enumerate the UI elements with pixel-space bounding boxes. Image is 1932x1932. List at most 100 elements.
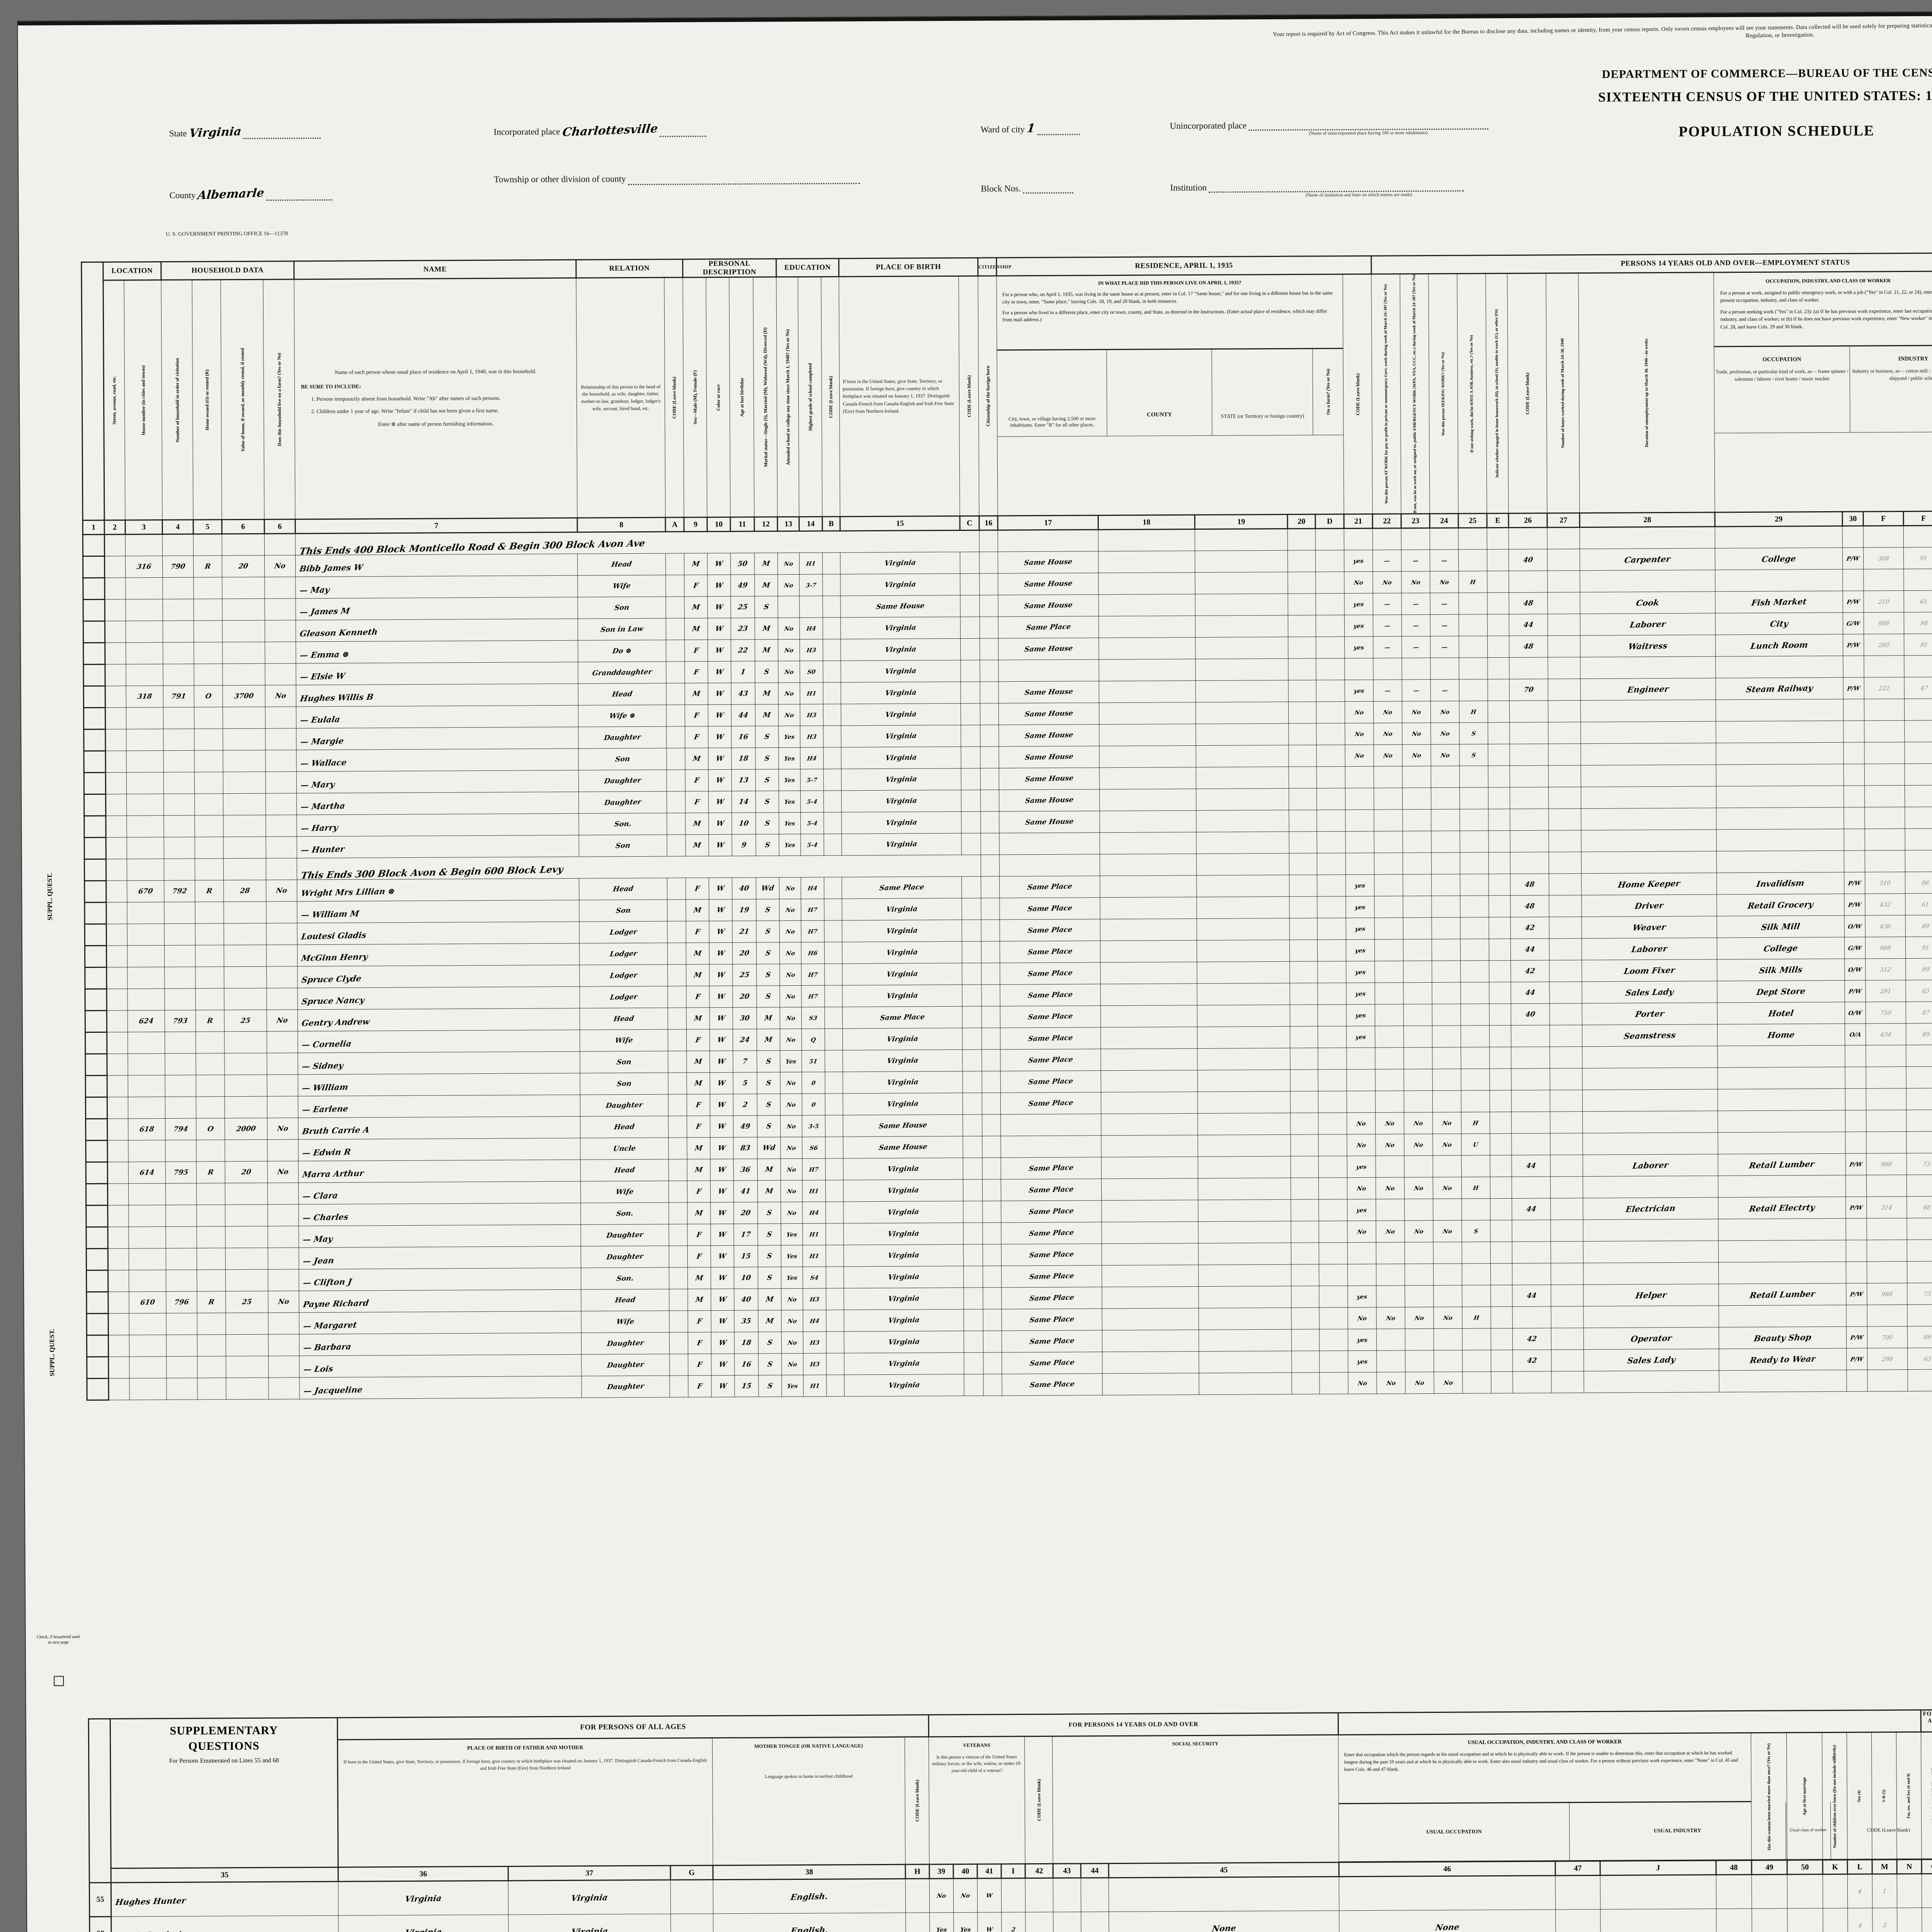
hdr-name-block: Name of each person whose usual place of… <box>294 278 578 519</box>
ward-field[interactable]: Ward of city 1 <box>981 121 1080 136</box>
sheet-header: Your report is required by Act of Congre… <box>18 8 1932 261</box>
cell-age: 20 <box>739 949 750 958</box>
cell-place-of-birth: Virginia <box>886 1056 919 1065</box>
cell-own <box>194 545 222 546</box>
cell-place-of-birth: Virginia <box>884 710 917 719</box>
block-nos-field[interactable]: Block Nos. <box>981 184 1073 194</box>
cell-highest-grade: H4 <box>807 884 818 892</box>
cell-code-f1 <box>1867 1315 1907 1316</box>
cell-occupation: Weaver <box>1632 922 1667 933</box>
cell-seeking-work: No <box>1414 1379 1425 1387</box>
cell-res-city: Same Place <box>1028 1228 1075 1238</box>
group-residence-1935: RESIDENCE, APRIL 1, 1935 <box>996 256 1372 276</box>
cell-person-name: — May <box>302 1234 334 1245</box>
institution-field[interactable]: Institution (Name of institution and lin… <box>1170 181 1556 199</box>
cell-value-home <box>226 1345 268 1346</box>
cell-code-f2 <box>1905 839 1932 840</box>
cell-marital: M <box>762 560 771 568</box>
cell-occupation: Laborer <box>1629 619 1667 630</box>
cell-attended-school: Yes <box>784 776 796 784</box>
cell-marital: M <box>762 646 771 655</box>
cell-res-county <box>1102 1340 1199 1342</box>
cell-at-work: yes <box>1353 622 1365 629</box>
cell-code-f1 <box>1866 1077 1906 1078</box>
cell-code-a <box>670 1386 688 1387</box>
cell-person-name: — Margaret <box>302 1320 358 1331</box>
county-field[interactable]: County Albemarle <box>169 186 332 202</box>
supplementary-questions-table: SUPPLEMENTARY QUESTIONS For Persons Enum… <box>88 1705 1932 1932</box>
suppnum-G: G <box>670 1865 713 1880</box>
cell-occupation <box>1581 731 1716 734</box>
row-line-number-left: 57 <box>84 881 106 903</box>
unincorporated-place-field[interactable]: Unincorporated place (Name of unincorpor… <box>1170 119 1556 137</box>
cell-blank-8 <box>1403 863 1431 864</box>
cell-blank-13 <box>1548 538 1580 539</box>
hdr-occupation-examples: Trade, profession, or particular kind of… <box>1715 368 1849 382</box>
cell-hours-worked: 42 <box>1524 967 1536 976</box>
supp-cell-name: Hughes Hunter <box>115 1895 187 1907</box>
suppnum-48: 48 <box>1716 1860 1752 1875</box>
cell-code-f2: 73 <box>1923 1290 1932 1298</box>
cell-relation: Wife <box>615 1187 634 1196</box>
cell-res-county <box>1099 734 1196 736</box>
cell-code-f1: 434 <box>1880 1031 1892 1038</box>
cell-res-city <box>1001 1145 1101 1148</box>
cell-citizenship <box>982 1060 1000 1061</box>
cell-value-home <box>223 717 265 718</box>
cell-place-of-birth: Virginia <box>887 1272 920 1282</box>
cell-attended-school: No <box>787 1296 798 1303</box>
cell-farm <box>268 1215 298 1216</box>
incorporated-place-field[interactable]: Incorporated place Charlottesville <box>494 122 706 139</box>
cell-seeking-work: No <box>1413 1184 1424 1192</box>
cell-blank-17 <box>1864 536 1903 537</box>
cell-code-b <box>823 693 841 694</box>
cell-attended-school: No <box>784 625 794 632</box>
cell-street <box>105 545 125 546</box>
cell-age: 20 <box>739 992 750 1001</box>
cell-at-work: No <box>1356 1185 1367 1192</box>
cell-age: 15 <box>740 1252 752 1261</box>
cell-emergency-work: No <box>1382 578 1393 586</box>
cell-attended-school: No <box>787 1339 798 1346</box>
cell-relation: Daughter <box>606 1382 645 1391</box>
supp-quest-side-label-1: SUPPL. QUEST. <box>46 872 54 920</box>
cell-household-order: 790 <box>170 562 186 571</box>
cell-marital: S <box>765 971 771 979</box>
group-citizenship: CITIZENSHIP <box>978 257 1012 276</box>
cell-person-name: Gentry Andrew <box>301 1016 371 1028</box>
township-field[interactable]: Township or other division of county <box>494 171 965 186</box>
cell-age: 19 <box>738 906 750 915</box>
cell-res-farm <box>1290 907 1317 908</box>
supp-cell-usual-industry <box>1339 1891 1555 1896</box>
state-field[interactable]: State Virginia <box>169 125 321 140</box>
cell-at-work: yes <box>1354 925 1366 932</box>
cell-industry <box>1716 665 1843 668</box>
cell-duration-unemployment <box>1551 1338 1583 1339</box>
cell-citizenship <box>982 1125 1000 1126</box>
cell-house-number <box>127 848 164 849</box>
cell-duration-unemployment <box>1551 1144 1583 1145</box>
cell-marital: S <box>765 1057 772 1066</box>
row-line-number-left: 58 <box>84 902 107 924</box>
cell-res-state <box>1198 1209 1291 1212</box>
cell-relation: Lodger <box>609 949 638 959</box>
suppnum-40: 40 <box>953 1864 978 1879</box>
hdr-name-note1: 1. Persons temporarily absent from house… <box>311 395 501 403</box>
cell-emergency-work: No <box>1383 708 1393 716</box>
cell-code-a <box>670 1321 688 1322</box>
hdr-seeking-work: Was this person SEEKING WORK? (Yes or No… <box>1429 274 1459 514</box>
cell-occupation <box>1583 1229 1718 1232</box>
cell-code-f1: 432 <box>1879 901 1891 908</box>
cell-industry <box>1718 1077 1845 1080</box>
cell-relation: Head <box>613 1014 635 1023</box>
cell-duration-unemployment <box>1550 1122 1582 1123</box>
check-household-box[interactable] <box>54 1676 64 1686</box>
cell-emergency-work: No <box>1386 1379 1396 1387</box>
cell-duration-unemployment <box>1551 1187 1583 1188</box>
cell-code-e <box>1491 1252 1512 1253</box>
cell-had-job: No <box>1442 1141 1452 1148</box>
cell-code-a <box>666 607 684 608</box>
cell-sex: M <box>692 755 701 763</box>
cell-code-d <box>1320 1318 1348 1319</box>
cell-highest-grade: 3-5 <box>808 1122 820 1130</box>
